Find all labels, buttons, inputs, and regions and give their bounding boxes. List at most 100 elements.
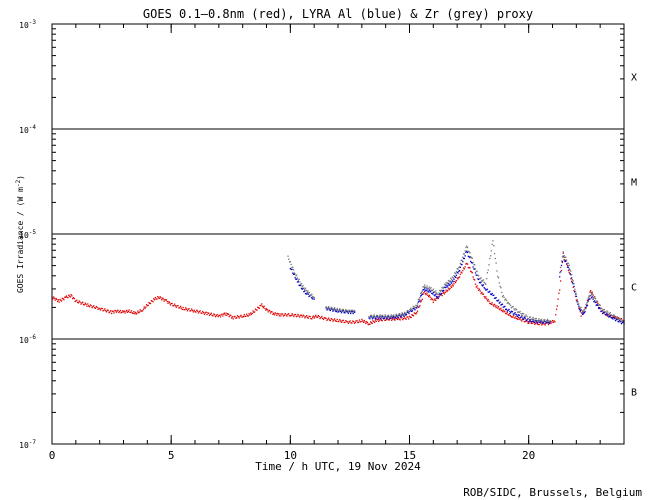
- data-point: [432, 291, 435, 294]
- data-point: [507, 301, 509, 304]
- data-point: [151, 300, 153, 302]
- data-point: [616, 316, 618, 318]
- data-point: [559, 276, 561, 278]
- data-point: [147, 304, 149, 307]
- data-point: [352, 312, 354, 315]
- data-point: [294, 313, 297, 316]
- data-point: [510, 307, 513, 309]
- data-point: [113, 312, 115, 314]
- data-point: [415, 306, 417, 309]
- data-point: [557, 298, 559, 300]
- data-point: [401, 317, 403, 319]
- data-point: [566, 266, 569, 268]
- data-point: [395, 314, 397, 317]
- data-point: [307, 317, 310, 319]
- data-point: [119, 309, 122, 312]
- data-point: [372, 320, 374, 322]
- data-point: [339, 309, 341, 311]
- data-point: [416, 305, 418, 307]
- data-point: [452, 285, 454, 287]
- data-point: [332, 309, 334, 311]
- data-point: [309, 315, 311, 318]
- data-point: [527, 317, 529, 320]
- data-point: [335, 310, 337, 313]
- data-point: [444, 286, 446, 289]
- data-point: [223, 312, 226, 314]
- data-point: [592, 294, 594, 296]
- data-point: [446, 291, 448, 293]
- data-point: [65, 295, 67, 297]
- data-point: [397, 315, 399, 317]
- data-point: [118, 311, 121, 313]
- data-point: [158, 297, 160, 300]
- data-point: [605, 314, 607, 316]
- data-point: [93, 305, 95, 307]
- data-point: [348, 321, 350, 323]
- data-point: [436, 293, 439, 295]
- data-point: [428, 286, 431, 288]
- data-point: [443, 293, 446, 295]
- data-point: [483, 295, 485, 298]
- data-point: [423, 285, 425, 288]
- data-point: [462, 257, 465, 260]
- data-point: [91, 306, 93, 309]
- data-point: [247, 315, 249, 317]
- data-point: [338, 320, 340, 322]
- data-point: [494, 297, 496, 299]
- data-point: [257, 307, 260, 309]
- data-point: [447, 282, 449, 284]
- data-point: [549, 321, 551, 323]
- data-point: [309, 294, 311, 296]
- data-point: [414, 309, 416, 311]
- data-point: [407, 316, 409, 318]
- data-point: [313, 298, 315, 300]
- data-point: [58, 301, 60, 303]
- data-point: [390, 315, 392, 318]
- data-point: [431, 289, 434, 292]
- data-point: [74, 300, 76, 303]
- data-point: [387, 316, 389, 318]
- data-point: [532, 321, 534, 323]
- data-point: [476, 285, 478, 287]
- data-point: [307, 293, 309, 296]
- data-point: [326, 319, 328, 322]
- data-point: [212, 315, 214, 317]
- data-point: [421, 290, 423, 292]
- data-point: [620, 323, 623, 325]
- data-point: [70, 294, 72, 296]
- data-point: [481, 291, 483, 294]
- data-point: [585, 303, 587, 306]
- data-point: [300, 282, 303, 285]
- data-point: [497, 307, 499, 309]
- data-point: [575, 299, 578, 301]
- data-point: [473, 263, 475, 266]
- data-point: [524, 317, 526, 319]
- data-point: [348, 309, 350, 311]
- data-point: [444, 291, 446, 293]
- data-point: [485, 296, 487, 298]
- data-point: [421, 293, 423, 295]
- data-point: [509, 310, 511, 313]
- data-point: [315, 316, 318, 318]
- data-point: [617, 320, 619, 323]
- data-point: [305, 293, 308, 295]
- y-tick-label: 10-5: [19, 229, 36, 240]
- data-point: [618, 319, 620, 321]
- data-point: [368, 317, 370, 319]
- data-point: [281, 313, 283, 315]
- data-point: [514, 309, 516, 311]
- data-point: [608, 313, 610, 315]
- data-point: [581, 312, 583, 314]
- data-point: [498, 302, 500, 304]
- data-point: [493, 305, 495, 307]
- data-point: [618, 317, 620, 320]
- data-point: [588, 296, 590, 298]
- data-point: [619, 319, 621, 322]
- data-point: [597, 304, 600, 306]
- data-point: [464, 255, 466, 257]
- data-point: [487, 298, 489, 301]
- data-point: [305, 289, 307, 292]
- data-point: [350, 309, 353, 311]
- data-point: [118, 311, 120, 314]
- data-point: [354, 310, 356, 312]
